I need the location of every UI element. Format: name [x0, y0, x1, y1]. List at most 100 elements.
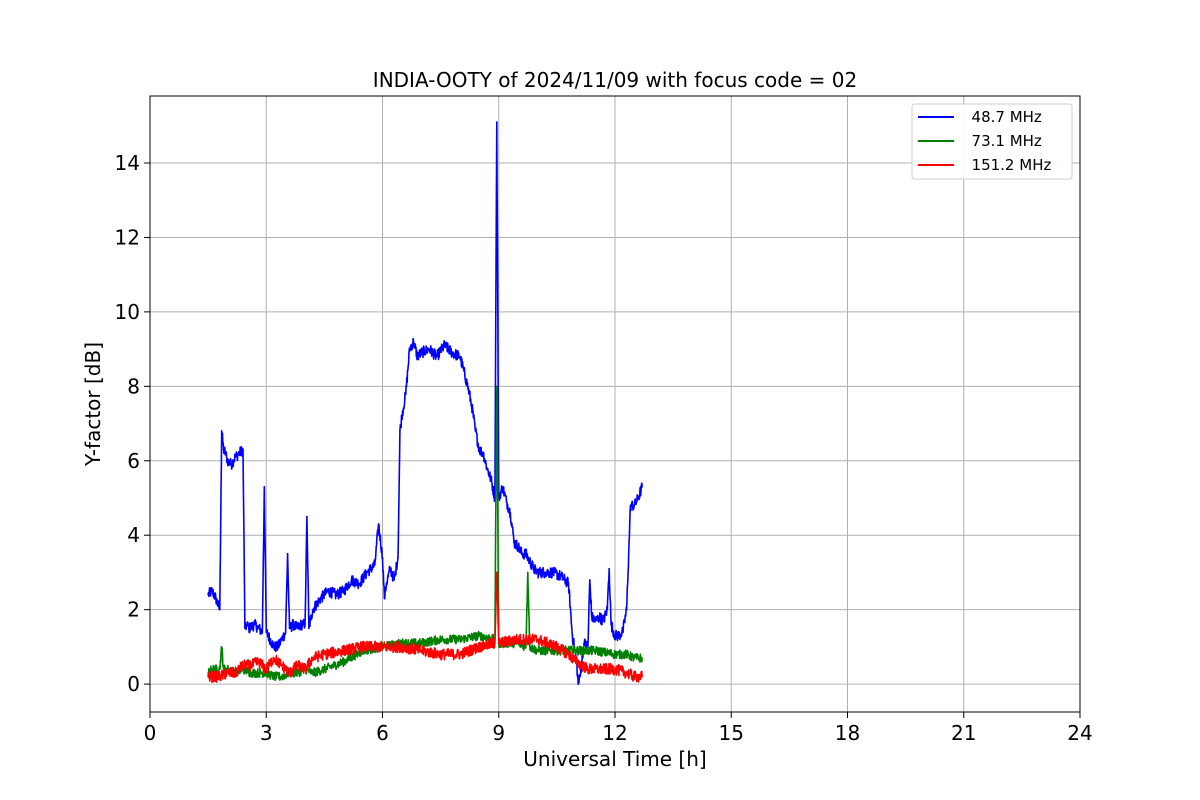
series-0-point	[567, 582, 570, 585]
series-1-point	[211, 668, 213, 670]
series-0-point	[528, 560, 531, 563]
series-0-point	[629, 504, 632, 507]
series-0-point	[399, 430, 401, 432]
series-0-point	[311, 608, 314, 611]
series-2-point	[633, 675, 636, 678]
series-0-point	[496, 121, 498, 123]
series-2-point	[381, 646, 384, 648]
series-2-point	[234, 672, 237, 674]
series-0-point	[292, 623, 295, 626]
series-2-point	[342, 649, 345, 652]
series-0-point	[277, 646, 279, 648]
series-1-point	[527, 571, 529, 574]
series-0-point	[269, 638, 271, 641]
series-0-point	[308, 627, 310, 630]
series-0-point	[296, 627, 299, 630]
series-2-point	[478, 646, 481, 648]
series-2-point	[494, 642, 496, 644]
series-1-point	[420, 642, 423, 644]
x-tick-label: 12	[602, 721, 627, 745]
series-0-point	[621, 631, 624, 633]
series-2-point	[323, 653, 326, 656]
series-2-point	[459, 653, 461, 656]
series-0-point	[211, 590, 213, 592]
x-tick-label: 24	[1067, 721, 1092, 745]
series-1-point	[296, 672, 299, 674]
series-0-point	[366, 571, 368, 574]
series-0-point	[335, 593, 337, 596]
series-1-point	[594, 649, 597, 652]
series-2-point	[439, 653, 442, 656]
series-0-point	[393, 579, 395, 581]
series-0-point	[389, 567, 392, 570]
series-2-point	[257, 660, 260, 663]
series-0-point	[300, 623, 302, 626]
legend-label: 73.1 MHz	[962, 132, 1042, 150]
series-0-point	[404, 392, 407, 395]
series-0-point	[598, 616, 601, 618]
series-2-point	[218, 675, 221, 678]
series-2-point	[641, 675, 643, 678]
series-1-point	[575, 649, 578, 652]
x-tick-label: 15	[719, 721, 744, 745]
series-0-point	[244, 627, 246, 630]
series-0-point	[397, 556, 399, 559]
series-0-point	[408, 348, 411, 350]
x-tick-label: 0	[144, 721, 157, 745]
series-1-point	[273, 675, 275, 678]
series-0-point	[571, 634, 574, 637]
series-0-point	[226, 459, 229, 462]
chart-title: INDIA-OOTY of 2024/11/09 with focus code…	[373, 68, 857, 92]
series-0-point	[459, 355, 461, 358]
series-0-point	[319, 597, 322, 600]
series-2-point	[598, 668, 601, 670]
series-0-point	[261, 631, 264, 633]
series-0-point	[273, 646, 275, 648]
series-0-point	[490, 478, 492, 481]
series-0-point	[265, 631, 268, 633]
series-0-point	[579, 675, 581, 678]
series-0-point	[220, 430, 223, 432]
series-0-point	[606, 608, 609, 611]
series-0-point	[416, 355, 419, 358]
series-2-point	[280, 664, 283, 667]
series-line-1	[207, 385, 643, 682]
series-2-point	[401, 646, 403, 648]
series-0-point	[224, 452, 227, 455]
series-0-point	[637, 497, 640, 499]
series-1-point	[311, 672, 314, 674]
series-1-point	[401, 642, 403, 644]
series-0-point	[552, 571, 554, 574]
series-1-point	[528, 646, 531, 648]
series-2-point	[288, 672, 291, 674]
series-0-point	[486, 467, 488, 470]
y-tick-label: 0	[127, 672, 140, 696]
series-2-point	[242, 664, 244, 667]
series-0-point	[350, 579, 353, 581]
series-0-point	[242, 448, 244, 451]
series-1-point	[249, 672, 252, 674]
series-line-2	[207, 571, 643, 683]
series-1-point	[342, 660, 345, 663]
series-2-point	[420, 649, 423, 652]
series-2-point	[575, 660, 578, 663]
series-0-point	[230, 463, 233, 466]
series-0-point	[577, 683, 579, 685]
series-0-point	[633, 504, 636, 507]
legend: 48.7 MHz 73.1 MHz 151.2 MHz	[911, 103, 1073, 180]
series-2-point	[497, 642, 500, 644]
series-0-point	[521, 553, 523, 555]
series-0-point	[517, 545, 519, 548]
y-tick-label: 12	[115, 225, 140, 249]
series-0-point	[509, 512, 512, 514]
series-1-point	[323, 668, 326, 670]
series-0-point	[215, 597, 217, 600]
series-0-point	[590, 616, 593, 618]
series-0-point	[288, 627, 291, 630]
series-0-point	[304, 623, 306, 626]
series-0-point	[594, 620, 597, 622]
series-1-point	[218, 668, 221, 670]
series-0-point	[559, 575, 562, 577]
